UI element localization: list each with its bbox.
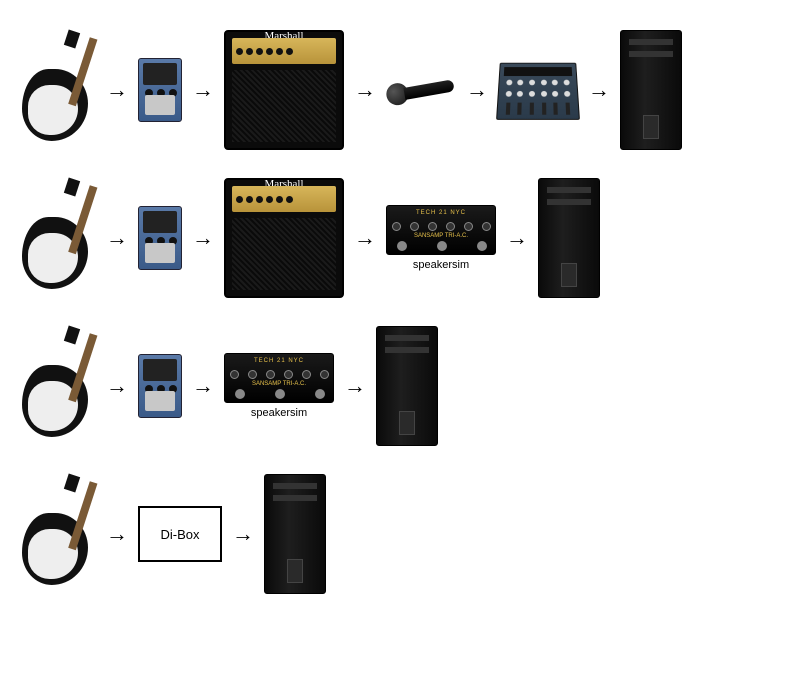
arrow-icon: → [192,375,214,397]
sansamp-model: SANSAMP TRI-A.C. [225,381,333,387]
mixer [498,60,578,120]
arrow-icon: → [106,79,128,101]
arrow-icon: → [192,79,214,101]
sansamp-brand: TECH 21 NYC [225,358,333,368]
speakersim-label: speakersim [251,407,307,419]
signal-chain-row-4: → Di-Box → [18,474,782,594]
arrow-icon: → [506,227,528,249]
guitar [18,35,96,145]
arrow-icon: → [588,79,610,101]
di-box-label: Di-Box [138,506,222,562]
guitar [18,479,96,589]
arrow-icon: → [232,523,254,545]
arrow-icon: → [106,227,128,249]
signal-chain-row-3: → → TECH 21 NYC SANSAMP TRI-A.C. speaker… [18,326,782,446]
guitar [18,331,96,441]
speaker-simulator: TECH 21 NYC SANSAMP TRI-A.C. speakersim [386,205,496,271]
computer [376,326,438,446]
microphone [386,75,456,105]
sansamp-brand: TECH 21 NYC [387,210,495,220]
computer [538,178,600,298]
sansamp-model: SANSAMP TRI-A.C. [387,233,495,239]
guitar-amp: Marshall [224,30,344,150]
di-box: Di-Box [138,506,222,562]
signal-chain-row-1: → → Marshall → → → [18,30,782,150]
overdrive-pedal [138,354,182,418]
arrow-icon: → [106,375,128,397]
computer [620,30,682,150]
arrow-icon: → [354,227,376,249]
guitar-amp: Marshall [224,178,344,298]
arrow-icon: → [106,523,128,545]
arrow-icon: → [466,79,488,101]
speaker-simulator: TECH 21 NYC SANSAMP TRI-A.C. speakersim [224,353,334,419]
speakersim-label: speakersim [413,259,469,271]
arrow-icon: → [354,79,376,101]
overdrive-pedal [138,206,182,270]
computer [264,474,326,594]
guitar [18,183,96,293]
arrow-icon: → [192,227,214,249]
overdrive-pedal [138,58,182,122]
signal-chain-row-2: → → Marshall → TECH 21 NYC SANSAMP TRI-A… [18,178,782,298]
arrow-icon: → [344,375,366,397]
